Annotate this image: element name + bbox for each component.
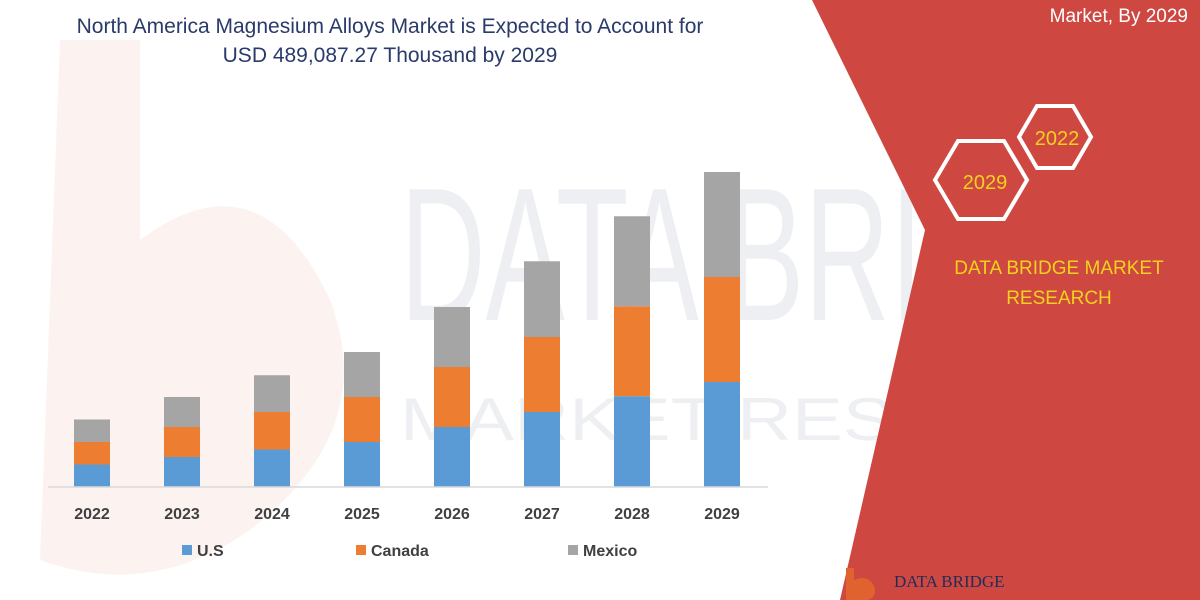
bar-mexico-2026 bbox=[434, 307, 470, 367]
bar-canada-2028 bbox=[614, 306, 650, 397]
footer-logo-icon bbox=[846, 568, 876, 600]
bar-us-2022 bbox=[74, 464, 110, 487]
bar-mexico-2027 bbox=[524, 261, 560, 337]
bar-us-2028 bbox=[614, 396, 650, 487]
x-tick-label: 2029 bbox=[704, 506, 740, 523]
legend-swatch bbox=[182, 545, 192, 555]
hexagon-label-2022: 2022 bbox=[1035, 128, 1080, 150]
bar-canada-2029 bbox=[704, 277, 740, 382]
x-tick-label: 2028 bbox=[614, 506, 650, 523]
bar-us-2023 bbox=[164, 457, 200, 487]
legend-item-canada: Canada bbox=[356, 543, 429, 560]
legend-label: Canada bbox=[371, 543, 429, 560]
hexagon-outline bbox=[932, 139, 1030, 221]
bar-canada-2023 bbox=[164, 427, 200, 457]
legend-swatch bbox=[356, 545, 366, 555]
bar-canada-2026 bbox=[434, 367, 470, 427]
bar-canada-2027 bbox=[524, 337, 560, 412]
bar-us-2026 bbox=[434, 427, 470, 487]
red-side-panel bbox=[812, 0, 1200, 600]
bars-group bbox=[74, 172, 740, 487]
brand-text: DATA BRIDGE MARKET RESEARCH bbox=[954, 258, 1164, 309]
bar-mexico-2024 bbox=[254, 375, 290, 412]
x-tick-label: 2027 bbox=[524, 506, 560, 523]
stacked-bar-chart: 2022 2023 2024 2025 2026 2027 2028 2029 U.S Cana… bbox=[48, 172, 768, 560]
bar-us-2027 bbox=[524, 412, 560, 487]
legend-swatch bbox=[568, 545, 578, 555]
bar-mexico-2029 bbox=[704, 172, 740, 277]
bar-canada-2024 bbox=[254, 412, 290, 450]
hexagon-outline bbox=[1016, 104, 1094, 170]
x-tick-label: 2022 bbox=[74, 506, 110, 523]
x-tick-label: 2026 bbox=[434, 506, 470, 523]
bar-mexico-2023 bbox=[164, 397, 200, 427]
bar-canada-2025 bbox=[344, 397, 380, 442]
bar-canada-2022 bbox=[74, 442, 110, 465]
legend-label: U.S bbox=[197, 543, 224, 560]
bar-mexico-2025 bbox=[344, 352, 380, 397]
footer-logo-text: DATA BRIDGE bbox=[894, 572, 1005, 591]
x-tick-label: 2024 bbox=[254, 506, 290, 523]
x-tick-label: 2025 bbox=[344, 506, 380, 523]
legend-item-us: U.S bbox=[182, 543, 224, 560]
bar-mexico-2028 bbox=[614, 216, 650, 307]
hexagon-2029: 2029 bbox=[932, 139, 1030, 221]
bar-mexico-2022 bbox=[74, 419, 110, 442]
legend-item-mexico: Mexico bbox=[568, 543, 637, 560]
hexagon-label-2029: 2029 bbox=[963, 172, 1008, 194]
legend-label: Mexico bbox=[583, 543, 637, 560]
hexagon-2022: 2022 bbox=[1016, 104, 1094, 170]
bar-us-2024 bbox=[254, 449, 290, 487]
bar-us-2029 bbox=[704, 382, 740, 487]
x-tick-label: 2023 bbox=[164, 506, 200, 523]
bar-us-2025 bbox=[344, 442, 380, 487]
footer-logo: DATA BRIDGE bbox=[838, 566, 1038, 600]
legend: U.S Canada Mexico bbox=[182, 543, 637, 560]
x-tick-labels: 2022 2023 2024 2025 2026 2027 2028 2029 bbox=[74, 506, 740, 523]
panel-caption: Market, By 2029 bbox=[1049, 6, 1188, 27]
chart-title: North America Magnesium Alloys Market is… bbox=[76, 15, 704, 67]
